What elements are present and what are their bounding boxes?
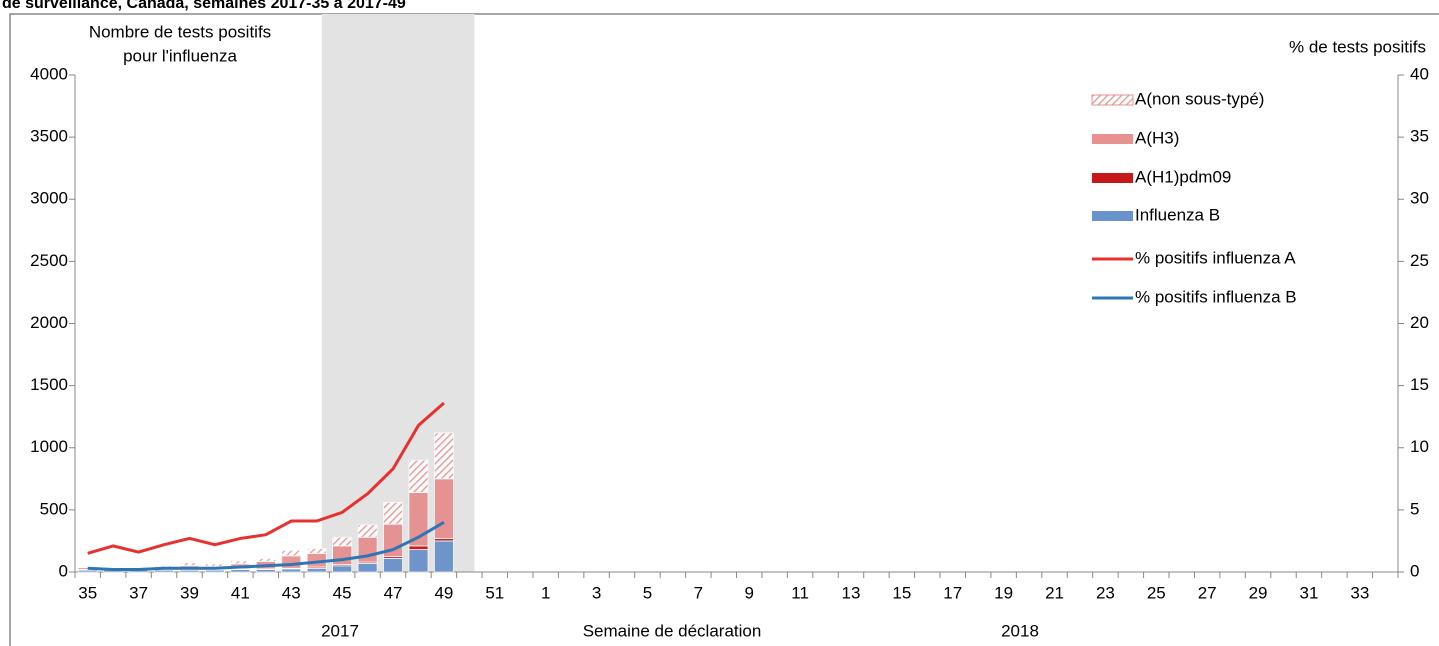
y2-tick-label: 25 xyxy=(1410,251,1429,270)
y2-tick-label: 20 xyxy=(1410,313,1429,332)
x-tick-label: 43 xyxy=(282,583,301,602)
bar-segment xyxy=(408,549,429,573)
y2-tick-label: 40 xyxy=(1410,64,1429,83)
bar-segment xyxy=(281,555,302,569)
legend-label: Influenza B xyxy=(1135,205,1220,224)
legend-label: A(H3) xyxy=(1135,128,1179,147)
y-tick-label: 3500 xyxy=(30,127,68,146)
bar-segment xyxy=(306,567,327,573)
bar-segment xyxy=(408,459,429,493)
bar-segment xyxy=(306,547,327,554)
bar-segment xyxy=(433,432,454,480)
x-tick-label: 39 xyxy=(180,583,199,602)
legend-swatch xyxy=(1091,94,1134,106)
legend-swatch xyxy=(1092,211,1133,221)
x-tick-label: 33 xyxy=(1350,583,1369,602)
x-tick-label: 45 xyxy=(333,583,352,602)
legend-label: % positifs influenza B xyxy=(1135,287,1297,306)
x-tick-label: 51 xyxy=(485,583,504,602)
bar-segment xyxy=(357,562,378,573)
bar-segment xyxy=(204,563,225,567)
year-label: 2018 xyxy=(1001,621,1039,640)
bar-segment xyxy=(281,568,302,573)
x-tick-label: 17 xyxy=(943,583,962,602)
x-tick-label: 27 xyxy=(1198,583,1217,602)
y2-tick-label: 10 xyxy=(1410,437,1429,456)
bar-segment xyxy=(332,565,353,573)
y-axis-label: pour l'influenza xyxy=(123,46,237,65)
bar-segment xyxy=(383,502,403,525)
bar-segment xyxy=(357,524,378,538)
y2-tick-label: 15 xyxy=(1410,375,1429,394)
chart-title: de surveillance, Canada, semaines 2017-3… xyxy=(2,0,406,12)
x-tick-label: 3 xyxy=(592,583,601,602)
x-tick-label: 31 xyxy=(1299,583,1318,602)
frame xyxy=(9,13,1439,646)
x-tick-label: 9 xyxy=(744,583,753,602)
bar-segment xyxy=(230,560,251,565)
x-axis-label: Semaine de déclaration xyxy=(583,621,762,640)
bar-segment xyxy=(408,545,429,551)
legend-label: A(H1)pdm09 xyxy=(1135,167,1231,186)
y2-axis-label: % de tests positifs xyxy=(1289,37,1426,56)
x-tick-label: 21 xyxy=(1045,583,1064,602)
y-tick-label: 2000 xyxy=(30,313,68,332)
y-tick-label: 2500 xyxy=(30,251,68,270)
y-tick-label: 500 xyxy=(40,499,68,518)
x-tick-label: 35 xyxy=(78,583,97,602)
line-series xyxy=(87,401,445,555)
y2-tick-label: 0 xyxy=(1410,561,1419,580)
bar-segment xyxy=(179,562,200,567)
x-tick-label: 49 xyxy=(434,583,453,602)
bar-segment xyxy=(281,549,302,557)
y-tick-label: 3000 xyxy=(30,189,68,208)
bar-segment xyxy=(332,536,353,547)
y-tick-label: 1000 xyxy=(30,437,68,456)
bar-segment xyxy=(433,478,454,539)
legend-swatch xyxy=(1092,134,1133,144)
x-tick-label: 13 xyxy=(842,583,861,602)
x-tick-label: 1 xyxy=(541,583,550,602)
x-tick-label: 11 xyxy=(791,583,809,602)
bar-segment xyxy=(255,557,276,562)
x-tick-label: 19 xyxy=(994,583,1013,602)
x-tick-label: 15 xyxy=(892,583,911,602)
legend-label: A(non sous-typé) xyxy=(1135,89,1264,108)
y-axis-label: Nombre de tests positifs xyxy=(89,22,271,41)
y2-tick-label: 30 xyxy=(1410,189,1429,208)
x-tick-label: 47 xyxy=(384,583,403,602)
legend-label: % positifs influenza A xyxy=(1135,248,1296,267)
x-tick-label: 29 xyxy=(1249,583,1268,602)
y2-tick-label: 35 xyxy=(1410,127,1429,146)
y-tick-label: 4000 xyxy=(30,64,68,83)
year-label: 2017 xyxy=(321,621,359,640)
y2-tick-label: 5 xyxy=(1410,499,1419,518)
y-tick-label: 1500 xyxy=(30,375,68,394)
x-tick-label: 37 xyxy=(129,583,148,602)
x-tick-label: 23 xyxy=(1096,583,1115,602)
x-tick-label: 41 xyxy=(231,583,250,602)
x-tick-label: 7 xyxy=(694,583,703,602)
bar-segment xyxy=(383,557,403,573)
y-tick-label: 0 xyxy=(59,561,68,580)
legend-swatch xyxy=(1092,173,1133,183)
x-tick-label: 5 xyxy=(643,583,652,602)
x-tick-label: 25 xyxy=(1147,583,1166,602)
bar-segment xyxy=(433,540,454,573)
bar-segment xyxy=(332,545,353,565)
line-series xyxy=(87,521,445,572)
